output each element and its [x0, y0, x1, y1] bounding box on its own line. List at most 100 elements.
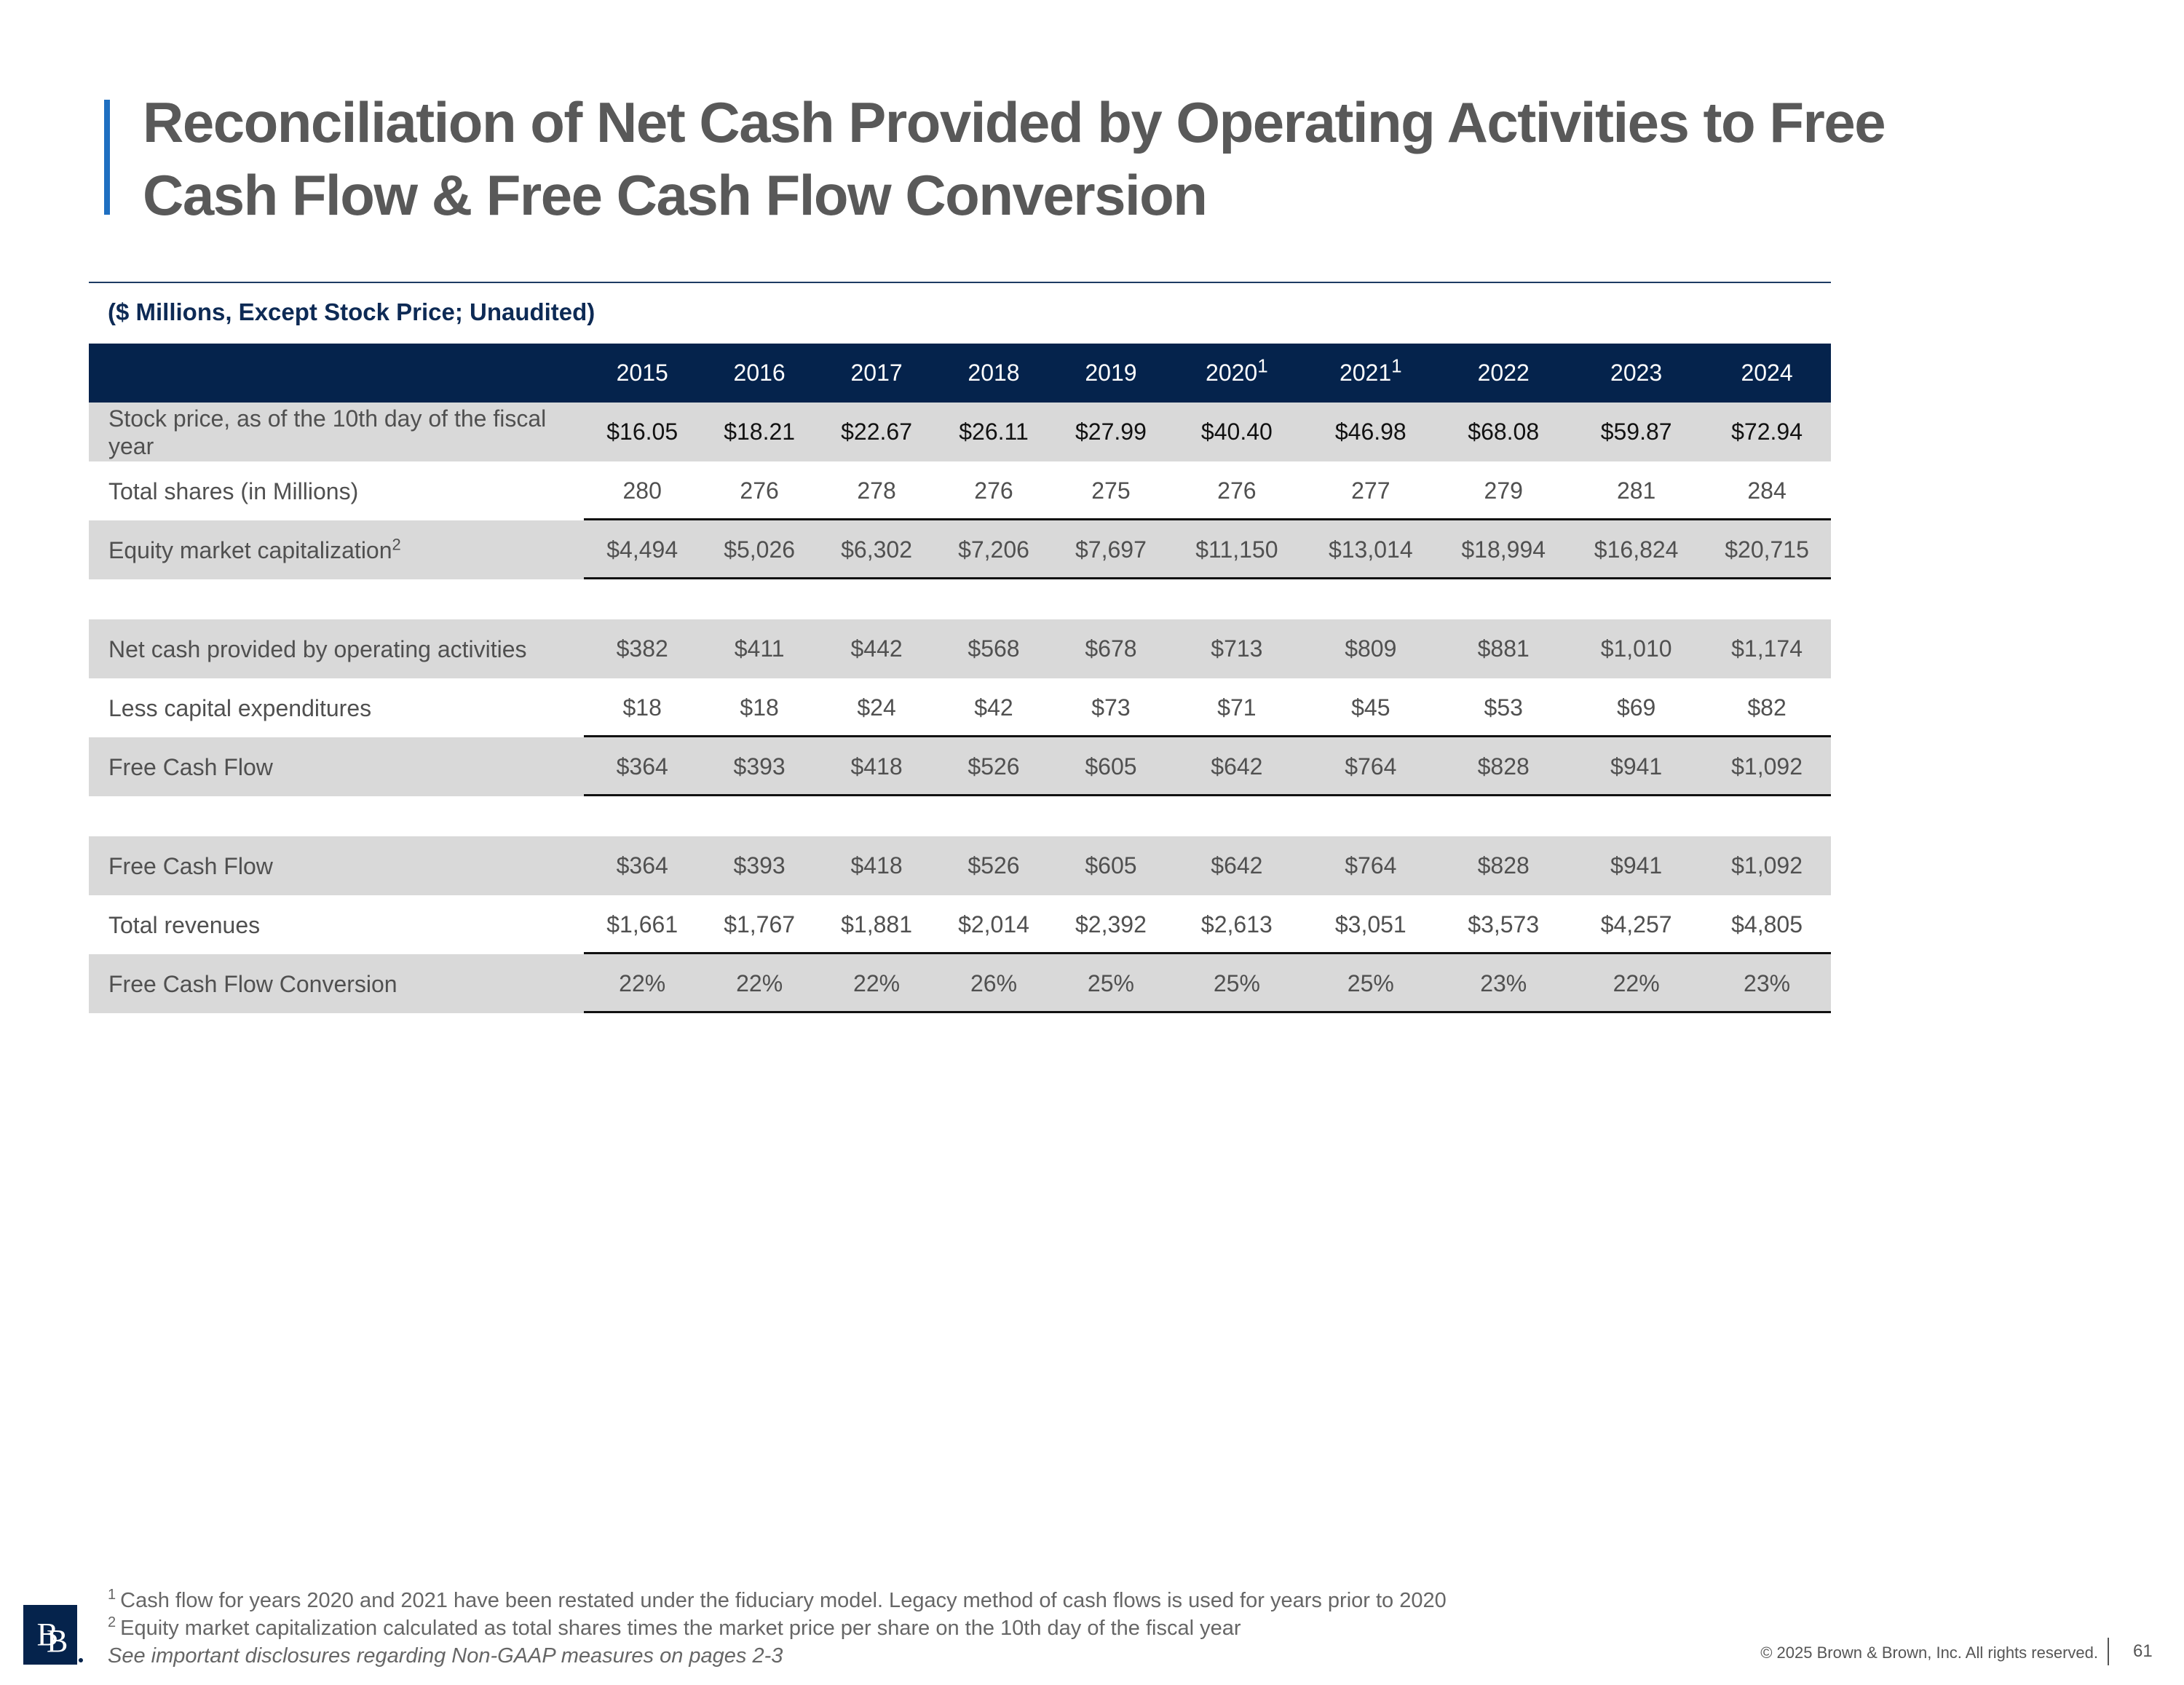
table-cell: $1,661	[606, 911, 678, 937]
company-logo: B B	[23, 1605, 77, 1665]
row-label-text: Free Cash Flow	[108, 852, 273, 879]
table-cell: $5,026	[724, 536, 796, 563]
table-cell: 22%	[619, 970, 666, 996]
table-cell: $411	[734, 635, 785, 662]
row-label-text: Stock price, as of the 10th day of the f…	[108, 405, 547, 459]
table-cell: $764	[1345, 753, 1397, 780]
table-cell: $642	[1211, 852, 1263, 879]
table-cell: $526	[968, 852, 1020, 879]
table-cell: $59.87	[1600, 419, 1672, 445]
footnote-mark: 1	[108, 1587, 116, 1603]
year-header: 2024	[1703, 360, 1831, 386]
table-cell: 277	[1351, 477, 1390, 504]
row-label-text: Total revenues	[108, 911, 261, 938]
table-cell: $18,994	[1461, 536, 1546, 563]
year-header: 2017	[818, 360, 935, 386]
table-cell: $1,010	[1600, 635, 1672, 662]
table-cell: $7,206	[958, 536, 1029, 563]
row-label-text: Total shares (in Millions)	[108, 477, 359, 504]
table-cell: $418	[850, 852, 903, 879]
table-cell: $26.11	[959, 419, 1029, 445]
table-cell: $68.08	[1468, 419, 1540, 445]
table-cell: $1,767	[724, 911, 796, 937]
year-header: 2015	[584, 360, 701, 386]
table-cell: 276	[740, 477, 779, 504]
table-cell: 23%	[1480, 970, 1527, 996]
table-cell: 275	[1091, 477, 1131, 504]
table-cell: $82	[1747, 694, 1787, 721]
table-row-total-revenues: Total revenues $1,661 $1,767 $1,881 $2,0…	[89, 895, 1831, 954]
table-cell: $764	[1345, 852, 1397, 879]
year-label: 2023	[1610, 360, 1663, 386]
year-label: 2020	[1206, 360, 1258, 386]
table-cell: $46.98	[1334, 419, 1406, 445]
table-cell: $24	[857, 694, 896, 721]
table-cell: $1,092	[1731, 753, 1803, 780]
table-cell: $881	[1477, 635, 1530, 662]
row-label: Free Cash Flow Conversion	[89, 970, 584, 998]
table-cell: 26%	[970, 970, 1018, 996]
year-label: 2016	[733, 360, 786, 386]
table-cell: $7,697	[1075, 536, 1147, 563]
table-cell: 281	[1616, 477, 1656, 504]
table-row-stock-price: Stock price, as of the 10th day of the f…	[89, 403, 1831, 461]
table-cell: $45	[1351, 694, 1390, 721]
row-label: Equity market capitalization2	[89, 536, 584, 564]
row-label: Stock price, as of the 10th day of the f…	[89, 405, 584, 460]
table-cell: $18	[622, 694, 662, 721]
table-cell: $1,881	[841, 911, 912, 937]
table-cell: $442	[850, 635, 903, 662]
table-cell: $941	[1610, 852, 1663, 879]
table-cell: $642	[1211, 753, 1263, 780]
year-label: 2019	[1085, 360, 1137, 386]
reconciliation-table: 2015 2016 2017 2018 2019 20201 20211 202…	[89, 344, 1831, 1013]
row-label-text: Net cash provided by operating activitie…	[108, 635, 527, 662]
row-label-text: Free Cash Flow	[108, 753, 273, 780]
row-label: Net cash provided by operating activitie…	[89, 635, 584, 663]
year-label: 2021	[1339, 360, 1392, 386]
year-header: 20211	[1304, 356, 1437, 386]
table-cell: $20,715	[1725, 536, 1809, 563]
table-row-net-cash-operating: Net cash provided by operating activitie…	[89, 619, 1831, 678]
page-title: Reconciliation of Net Cash Provided by O…	[143, 86, 2035, 231]
table-cell: $73	[1091, 694, 1131, 721]
table-cell: $364	[616, 852, 668, 879]
footnote-text: Equity market capitalization calculated …	[120, 1617, 1241, 1640]
table-cell: $809	[1345, 635, 1397, 662]
logo-letter: B	[47, 1623, 68, 1659]
table-cell: $4,257	[1600, 911, 1672, 937]
table-header-row: 2015 2016 2017 2018 2019 20201 20211 202…	[89, 344, 1831, 403]
year-label: 2015	[616, 360, 668, 386]
table-cell: $2,392	[1075, 911, 1147, 937]
table-cell: $22.67	[841, 419, 912, 445]
table-cell: $13,014	[1328, 536, 1413, 563]
table-cell: $1,174	[1731, 635, 1803, 662]
row-label: Free Cash Flow	[89, 852, 584, 880]
footnote-text: Cash flow for years 2020 and 2021 have b…	[120, 1589, 1447, 1612]
table-cell: 22%	[736, 970, 783, 996]
logo-dot	[79, 1658, 83, 1662]
table-row-total-shares: Total shares (in Millions) 280 276 278 2…	[89, 461, 1831, 520]
footnote-2: 2 Equity market capitalization calculated…	[108, 1614, 1447, 1642]
table-cell: $27.99	[1075, 419, 1147, 445]
table-cell: $16.05	[606, 419, 678, 445]
table-cell: $53	[1484, 694, 1523, 721]
table-cell: $605	[1085, 852, 1137, 879]
table-cell: 276	[1217, 477, 1257, 504]
table-cell: $1,092	[1731, 852, 1803, 879]
table-cell: $18.21	[724, 419, 796, 445]
row-label-text: Less capital expenditures	[108, 694, 372, 721]
table-row-equity-market-cap: Equity market capitalization2 $4,494 $5,…	[89, 520, 1831, 579]
table-row-free-cash-flow-2: Free Cash Flow $364 $393 $418 $526 $605 …	[89, 836, 1831, 895]
table-cell: $69	[1616, 694, 1656, 721]
table-cell: 23%	[1744, 970, 1791, 996]
table-cell: $418	[850, 753, 903, 780]
table-cell: $678	[1085, 635, 1137, 662]
year-note: 1	[1257, 354, 1268, 377]
table-cell: $364	[616, 753, 668, 780]
row-label: Total shares (in Millions)	[89, 477, 584, 505]
year-header: 2016	[701, 360, 818, 386]
table-cell: $4,494	[606, 536, 678, 563]
table-cell: 25%	[1347, 970, 1394, 996]
table-subtitle: ($ Millions, Except Stock Price; Unaudit…	[108, 298, 596, 325]
